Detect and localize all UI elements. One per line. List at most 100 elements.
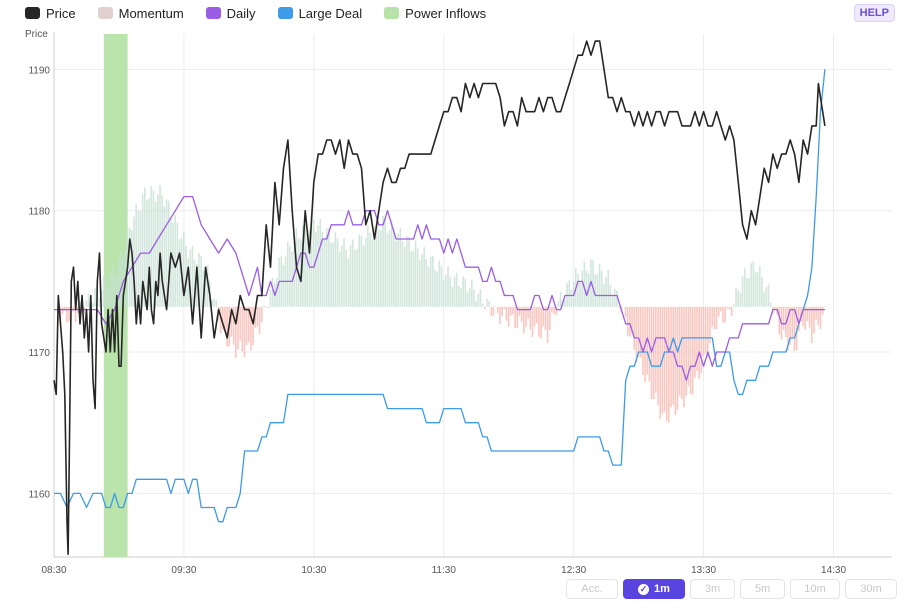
momentum-bar <box>371 239 374 307</box>
momentum-bar <box>509 306 512 316</box>
momentum-bar <box>782 306 785 330</box>
momentum-bar <box>598 263 601 307</box>
momentum-bar <box>817 306 820 325</box>
momentum-bar <box>672 306 674 405</box>
momentum-bar <box>626 306 629 337</box>
momentum-bar <box>191 246 194 307</box>
momentum-bar <box>427 267 430 307</box>
momentum-bar <box>260 306 263 323</box>
momentum-bar <box>527 306 529 319</box>
momentum-bar <box>447 266 449 307</box>
legend-item-momentum[interactable]: Momentum <box>97 6 184 21</box>
momentum-bar <box>670 306 672 408</box>
momentum-bar <box>488 301 490 307</box>
momentum-bar <box>555 306 558 316</box>
momentum-bar <box>139 210 142 307</box>
momentum-bar <box>312 220 315 307</box>
y-tick-label: 1190 <box>28 65 50 76</box>
momentum-bar <box>460 288 462 307</box>
momentum-bar <box>200 255 202 307</box>
momentum-bar <box>659 306 662 419</box>
momentum-bar <box>613 288 616 307</box>
momentum-bar <box>356 249 358 307</box>
legend-item-large-deal[interactable]: Large Deal <box>277 5 363 21</box>
momentum-bar <box>308 229 311 307</box>
interval-30m-button[interactable]: 30m <box>845 579 897 599</box>
help-button[interactable]: HELP <box>853 4 895 22</box>
momentum-bar <box>507 306 510 327</box>
interval-5m-button[interactable]: 5m <box>740 579 785 599</box>
momentum-bar <box>486 298 488 307</box>
momentum-bar <box>540 306 542 339</box>
momentum-bar <box>546 306 549 343</box>
momentum-bar <box>63 306 66 311</box>
momentum-bar <box>522 306 525 334</box>
momentum-bar <box>501 306 503 317</box>
y-tick-label: 1160 <box>28 489 50 500</box>
momentum-bar <box>542 306 545 327</box>
momentum-bar <box>219 306 222 334</box>
momentum-bar <box>455 272 458 307</box>
momentum-bar <box>256 306 259 327</box>
momentum-bar <box>423 247 425 307</box>
momentum-bar <box>332 242 335 307</box>
momentum-bar <box>393 229 395 307</box>
momentum-bar <box>559 291 562 307</box>
x-tick-label: 12:30 <box>561 565 586 575</box>
legend-item-power-inflows[interactable]: Power Inflows <box>384 6 486 21</box>
momentum-bar <box>276 277 278 307</box>
legend-swatch-momentum <box>97 7 113 19</box>
momentum-bar <box>698 306 700 379</box>
momentum-bar <box>282 265 285 307</box>
momentum-bar <box>159 185 161 307</box>
legend-label-large-deal: Large Deal <box>298 5 363 21</box>
momentum-bar <box>685 306 687 397</box>
chart: 1160 1170 1180 1190 08:30 09:30 10:30 11:30 12:3… <box>25 29 892 575</box>
interval-3m-button[interactable]: 3m <box>690 579 735 599</box>
momentum-bar <box>739 292 742 307</box>
momentum-bar <box>310 215 313 307</box>
momentum-bar <box>401 241 404 307</box>
momentum-bar <box>345 249 348 307</box>
momentum-bar <box>722 306 724 323</box>
momentum-bar <box>720 306 722 312</box>
momentum-bar <box>711 306 713 327</box>
momentum-bar <box>453 276 456 307</box>
momentum-bar <box>743 268 746 307</box>
interval-10m-button[interactable]: 10m <box>790 579 840 599</box>
momentum-bar <box>655 306 657 393</box>
momentum-bar <box>408 237 410 307</box>
momentum-bar <box>800 306 802 321</box>
momentum-bar <box>137 210 140 307</box>
acc-button[interactable]: Acc. <box>566 579 618 599</box>
momentum-bar <box>325 228 328 307</box>
legend-swatch-daily <box>205 7 221 19</box>
interval-1m-button[interactable]: ✓ 1m <box>623 579 685 599</box>
momentum-bar <box>367 225 369 307</box>
momentum-bar <box>369 232 371 307</box>
momentum-bar <box>765 287 768 307</box>
momentum-bar <box>66 306 68 323</box>
momentum-bar <box>564 299 566 307</box>
momentum-bar <box>750 263 752 307</box>
momentum-bar <box>172 223 174 307</box>
momentum-bar <box>247 306 250 343</box>
legend-label-power-inflows: Power Inflows <box>405 5 487 21</box>
momentum-bar <box>336 238 339 307</box>
legend-item-daily[interactable]: Daily <box>205 6 256 21</box>
legend-item-price[interactable]: Price <box>25 6 76 21</box>
momentum-bar <box>334 232 337 307</box>
momentum-bar <box>741 276 744 307</box>
momentum-bar <box>230 306 233 337</box>
momentum-bar <box>120 251 122 307</box>
acc-label: Acc. <box>581 583 603 595</box>
momentum-bar <box>484 306 486 310</box>
momentum-bar <box>490 306 493 317</box>
momentum-bar <box>616 290 618 307</box>
momentum-bar <box>657 306 659 406</box>
momentum-bar <box>819 306 822 330</box>
momentum-bar <box>161 195 163 307</box>
momentum-bar <box>94 288 96 307</box>
momentum-bar <box>438 260 441 307</box>
momentum-bar <box>791 306 794 339</box>
